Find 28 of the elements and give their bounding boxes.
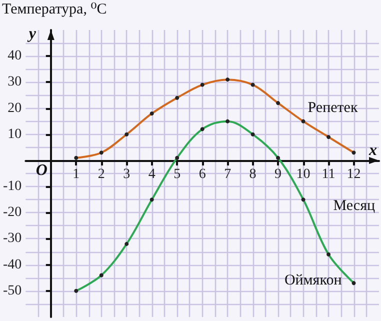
x-axis-title: Месяц: [333, 198, 375, 214]
series-label: Репетек: [308, 100, 358, 116]
x-tick-label: 1: [72, 166, 80, 182]
x-tick-label: 3: [123, 166, 130, 182]
y-tick-label: -30: [2, 231, 22, 246]
annotation: O: [36, 162, 48, 179]
x-tick-label: 7: [224, 166, 232, 182]
y-tick-label: -10: [2, 179, 22, 194]
y-tick-label: -40: [2, 257, 22, 272]
x-tick-label: 2: [98, 166, 105, 182]
x-tick-label: 4: [148, 166, 156, 182]
y-axis-title: Температура, ⁰C: [2, 2, 107, 18]
y-tick-label: 20: [8, 100, 22, 116]
x-tick-label: 11: [322, 166, 336, 182]
x-tick-label: 12: [346, 166, 361, 182]
annotation: x: [368, 142, 377, 159]
x-tick-label: 6: [198, 166, 206, 182]
x-tick-label: 5: [174, 166, 181, 182]
y-tick-label: 30: [8, 74, 22, 90]
annotation: y: [26, 26, 37, 42]
y-tick-label: 10: [8, 126, 22, 142]
series-label: Оймякон: [284, 272, 342, 289]
x-tick-label: 9: [274, 166, 282, 182]
x-tick-label: 10: [296, 166, 310, 182]
x-tick-label: 8: [249, 166, 256, 182]
y-tick-label: -50: [2, 283, 22, 298]
y-tick-label: -20: [2, 205, 22, 220]
y-tick-label: 40: [8, 48, 22, 64]
